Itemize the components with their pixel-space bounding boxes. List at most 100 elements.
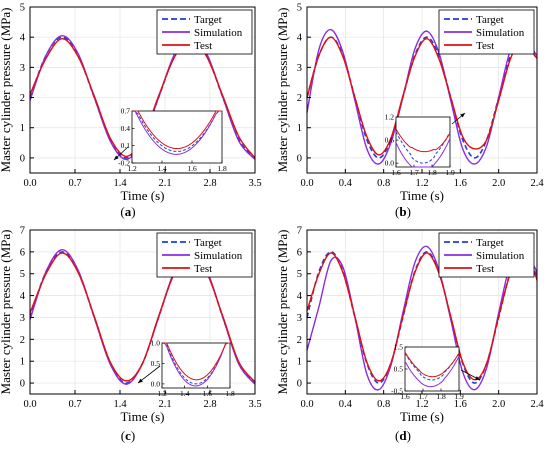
x-tick-label: 0.8 xyxy=(377,399,390,410)
inset-line-simulation xyxy=(162,342,230,387)
chart-panel-b: 0.0 0.4 0.8 1.2 1.6 2.0 2.4 0 1 2 3 4 5 Time (s) Maste… xyxy=(275,3,544,220)
inset-line-target xyxy=(404,352,460,381)
panel-label: (c) xyxy=(121,428,135,443)
y-axis-title: Master cylinder pressure (MPa) xyxy=(275,8,290,173)
y-tick-label: 7 xyxy=(20,226,25,237)
x-tick-label: 0.7 xyxy=(68,399,81,410)
y-tick-label: 6 xyxy=(297,247,302,258)
x-axis-title: Time (s) xyxy=(400,188,444,203)
y-tick-label: 5 xyxy=(20,3,25,14)
inset-x-tick-label: 1.6 xyxy=(187,164,197,173)
y-tick-label: 3 xyxy=(297,63,302,74)
inset-x-tick-label: 1.7 xyxy=(409,168,419,177)
inset-y-tick-label: 0.0 xyxy=(151,379,161,388)
legend-label-simulation: Simulation xyxy=(476,250,525,262)
y-tick-label: 1 xyxy=(297,123,302,134)
x-tick-label: 2.0 xyxy=(492,399,505,410)
x-tick-label: 1.2 xyxy=(415,399,428,410)
x-tick-label: 0.4 xyxy=(339,178,353,189)
x-tick-label: 2.1 xyxy=(158,178,171,189)
panel-label: (b) xyxy=(395,204,411,219)
inset-pointer-arrow xyxy=(137,365,161,384)
inset-frame xyxy=(404,346,460,392)
inset-x-tick-label: 1.9 xyxy=(445,168,455,177)
legend-label-target: Target xyxy=(194,237,222,249)
inset-y-tick-label: 1.0 xyxy=(151,339,161,348)
y-tick-label: 1 xyxy=(20,123,25,134)
x-tick-label: 0.0 xyxy=(300,178,313,189)
y-tick-label: 5 xyxy=(297,269,302,280)
x-tick-label: 2.1 xyxy=(158,399,171,410)
y-tick-label: 4 xyxy=(20,291,26,302)
inset-frame xyxy=(131,110,223,164)
y-tick-label: 4 xyxy=(20,33,26,44)
y-tick-label: 2 xyxy=(20,335,25,346)
plot-frame xyxy=(29,229,256,395)
x-tick-label: 3.5 xyxy=(248,178,261,189)
legend-label-target: Target xyxy=(194,14,222,26)
inset-line-simulation xyxy=(404,356,460,388)
arrow-head-icon xyxy=(138,378,143,383)
x-tick-label: 1.6 xyxy=(454,399,467,410)
inset-line-test xyxy=(162,342,230,381)
x-tick-label: 0.0 xyxy=(300,399,313,410)
y-tick-label: 3 xyxy=(20,313,25,324)
x-tick-label: 0.8 xyxy=(377,178,390,189)
inset-y-tick-label: 0.5 xyxy=(394,365,404,374)
inset-x-tick-label: 1.8 xyxy=(436,392,446,401)
x-tick-label: 2.8 xyxy=(203,178,216,189)
inset-x-tick-label: 1.2 xyxy=(127,164,137,173)
plot-frame xyxy=(29,6,256,174)
legend-label-test: Test xyxy=(194,40,212,52)
legend-label-simulation: Simulation xyxy=(194,250,243,262)
y-tick-label: 1 xyxy=(297,357,302,368)
x-tick-label: 0.0 xyxy=(23,178,36,189)
y-tick-label: 5 xyxy=(20,269,25,280)
y-tick-label: 5 xyxy=(297,3,302,14)
x-tick-label: 0.0 xyxy=(23,399,36,410)
inset-line-test xyxy=(132,110,222,150)
inset-zoom: 1.2 1.4 1.6 1.8 -0.2 0.1 0.4 0.7 xyxy=(113,107,227,173)
inset-x-tick-label: 1.4 xyxy=(157,164,167,173)
inset-x-tick-label: 1.7 xyxy=(418,392,428,401)
y-tick-label: 0 xyxy=(297,379,302,390)
arrow-head-icon xyxy=(114,155,119,160)
x-tick-label: 2.0 xyxy=(492,178,505,189)
legend-label-test: Test xyxy=(476,40,494,52)
inset-x-tick-label: 1.2 xyxy=(157,389,167,398)
inset-line-test xyxy=(395,128,451,153)
inset-zoom: 1.6 1.7 1.8 1.9 0.0 0.6 1.2 xyxy=(385,113,466,177)
inset-x-tick-label: 1.8 xyxy=(225,389,235,398)
inset-line-target xyxy=(395,131,451,164)
inset-zoom: 1.2 1.4 1.6 1.8 0.0 0.5 1.0 xyxy=(137,339,235,398)
x-tick-label: 1.2 xyxy=(415,178,428,189)
inset-y-tick-label: 0.7 xyxy=(121,107,131,116)
inset-y-tick-label: -0.5 xyxy=(391,387,403,396)
inset-frame xyxy=(395,116,451,168)
chart-panel-a: 0.0 0.7 1.4 2.1 2.8 3.5 0 1 2 3 4 5 Time (s) Master c… xyxy=(0,3,262,220)
x-axis-title: Time (s) xyxy=(400,409,444,424)
legend-label-test: Test xyxy=(476,263,494,275)
x-axis-title: Time (s) xyxy=(121,409,165,424)
inset-line-simulation xyxy=(132,110,222,155)
x-tick-label: 2.4 xyxy=(530,399,544,410)
inset-zoom: 1.6 1.7 1.8 1.9 -0.5 0.5 1.5 xyxy=(391,343,481,401)
inset-y-tick-label: 0.5 xyxy=(151,359,161,368)
x-tick-label: 1.6 xyxy=(454,178,467,189)
x-tick-label: 2.8 xyxy=(203,399,216,410)
legend-label-simulation: Simulation xyxy=(194,27,243,39)
chart-panel-d: 0.0 0.4 0.8 1.2 1.6 2.0 2.4 0 1 2 3 4 5 6 7 Time (s) Mas… xyxy=(275,226,544,444)
y-tick-label: 2 xyxy=(297,93,302,104)
inset-frame xyxy=(161,342,231,389)
y-axis-title: Master cylinder pressure (MPa) xyxy=(0,8,13,173)
chart-panel-c: 0.0 0.7 1.4 2.1 2.8 3.5 0 1 2 3 4 5 6 7 Time (s) Master… xyxy=(0,226,262,444)
arrow-head-icon xyxy=(475,376,480,380)
y-tick-label: 7 xyxy=(297,226,302,237)
inset-x-tick-label: 1.6 xyxy=(400,392,410,401)
y-tick-label: 1 xyxy=(20,357,25,368)
inset-y-tick-label: 1.5 xyxy=(394,343,404,352)
inset-x-tick-label: 1.6 xyxy=(203,389,213,398)
